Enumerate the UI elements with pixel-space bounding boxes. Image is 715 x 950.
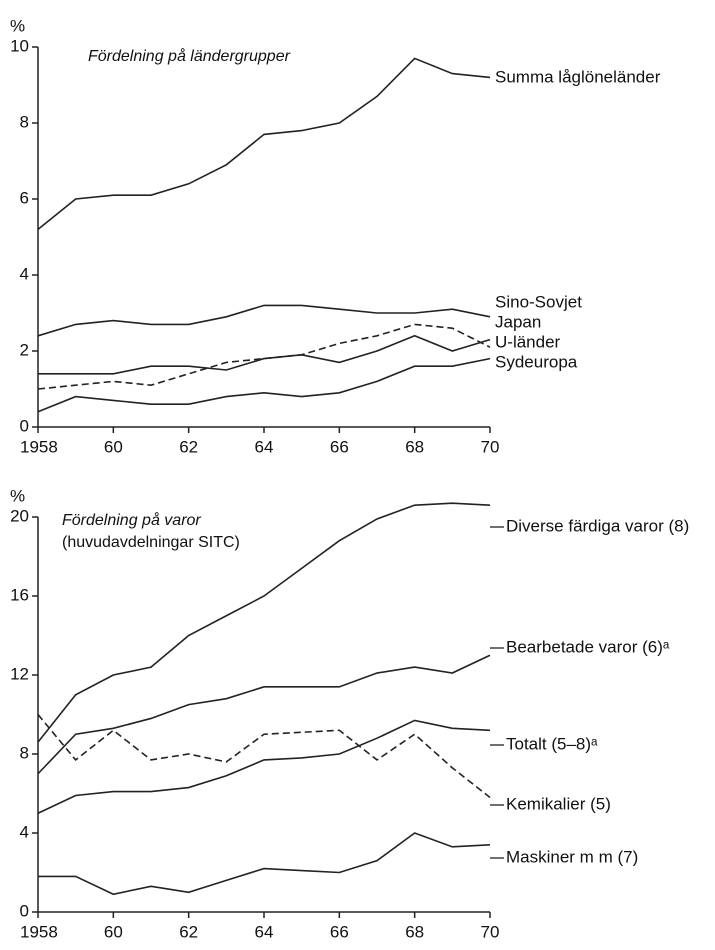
legend-label: U-länder (495, 332, 561, 351)
y-tick-label: 6 (20, 188, 29, 207)
x-tick-label: 66 (330, 922, 349, 941)
x-tick-label: 68 (405, 922, 424, 941)
legend-label: Totalt (5–8)ᵃ (506, 734, 598, 753)
y-tick-label: 8 (20, 112, 29, 131)
chart-title: Fördelning på ländergrupper (88, 47, 291, 65)
series-line (37, 654, 491, 775)
legend-label: Maskiner m m (7) (506, 847, 638, 866)
legend-label: Kemikalier (5) (506, 794, 611, 813)
x-tick-label: 64 (255, 922, 274, 941)
chart-title: Fördelning på varor (62, 511, 201, 529)
x-tick-label: 1958 (20, 437, 58, 456)
chart-subtitle: (huvudavdelningar SITC) (62, 534, 240, 551)
x-tick-label: 70 (481, 922, 500, 941)
series-line (37, 323, 491, 390)
y-axis-unit: % (10, 16, 25, 35)
legend-label: Sydeuropa (495, 352, 578, 371)
series-line (38, 832, 491, 896)
series-line (37, 304, 491, 337)
series-line (37, 502, 491, 743)
series-line (37, 57, 491, 231)
x-tick-label: 1958 (20, 922, 58, 941)
legend-label: Summa låglöneländer (495, 67, 661, 86)
x-tick-label: 66 (330, 437, 349, 456)
y-tick-label: 20 (10, 506, 29, 525)
x-tick-label: 64 (255, 437, 274, 456)
y-tick-label: 12 (10, 664, 29, 683)
y-axis-unit: % (10, 486, 25, 505)
legend-label: Sino-Sovjet (495, 292, 582, 311)
x-tick-label: 62 (179, 437, 198, 456)
y-tick-label: 16 (10, 585, 29, 604)
y-tick-label: 2 (20, 340, 29, 359)
series-line (38, 334, 491, 375)
x-tick-label: 68 (405, 437, 424, 456)
x-tick-label: 60 (104, 437, 123, 456)
legend-label: Japan (495, 312, 541, 331)
x-tick-label: 70 (481, 437, 500, 456)
series-line (37, 713, 491, 799)
legend-label: Diverse färdiga varor (8) (506, 516, 689, 535)
y-tick-label: 10 (10, 36, 29, 55)
x-tick-label: 62 (179, 922, 198, 941)
y-tick-label: 0 (20, 416, 29, 435)
series-line (37, 357, 491, 413)
y-tick-label: 8 (20, 743, 29, 762)
y-tick-label: 0 (20, 901, 29, 920)
legend-label: Bearbetade varor (6)ᵃ (506, 637, 670, 656)
series-line (37, 719, 491, 814)
x-tick-label: 60 (104, 922, 123, 941)
y-tick-label: 4 (20, 264, 29, 283)
y-tick-label: 4 (20, 822, 29, 841)
